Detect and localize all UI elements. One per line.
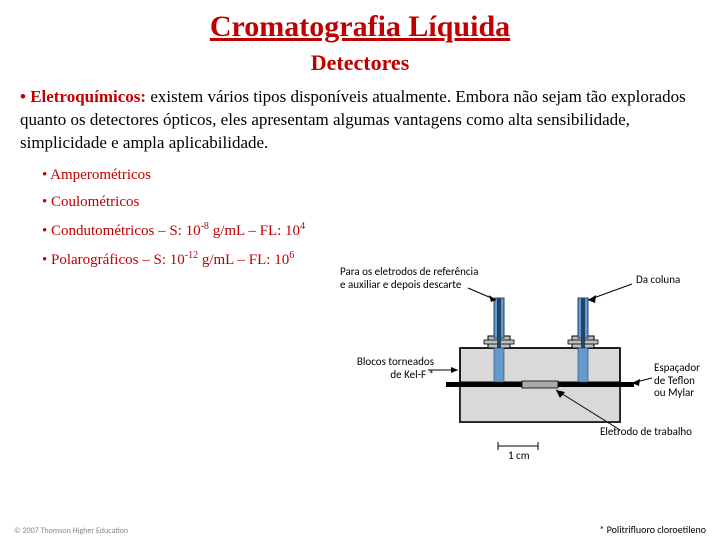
label-left: Blocos torneados de Kel-F *: [334, 356, 434, 381]
page-subtitle: Detectores: [20, 50, 700, 76]
working-electrode: [522, 381, 558, 388]
b2-sup1: -8: [201, 221, 209, 232]
arrow-left-head: [451, 367, 458, 373]
b2-mid: g/mL – FL: 10: [209, 223, 300, 239]
label-bottom: Eletrodo de trabalho: [600, 426, 692, 439]
b2-sup2: 4: [300, 221, 305, 232]
b3-sup1: -12: [185, 250, 198, 261]
label-top-right: Da coluna: [636, 274, 680, 287]
block-bottom: [460, 387, 620, 422]
label-scale: 1 cm: [508, 450, 530, 463]
b3-pre: • Polarográficos – S: 10: [42, 252, 185, 268]
lead-bullet: •: [20, 87, 30, 106]
b3-sup2: 6: [289, 250, 294, 261]
bullet-conductometric: • Condutométricos – S: 10-8 g/mL – FL: 1…: [42, 221, 700, 240]
intro-paragraph: • Eletroquímicos: existem vários tipos d…: [20, 86, 700, 155]
b2-pre: • Condutométricos – S: 10: [42, 223, 201, 239]
bullet-coulometric: • Coulométricos: [42, 194, 700, 211]
page-title: Cromatografia Líquida: [20, 10, 700, 44]
lead-term: Eletroquímicos:: [30, 87, 146, 106]
footnote: * Politrifluoro cloroetileno: [599, 523, 706, 536]
b3-mid: g/mL – FL: 10: [198, 252, 289, 268]
label-top-left: Para os eletrodos de referência e auxili…: [340, 266, 530, 291]
copyright: © 2007 Thomson Higher Education: [14, 526, 128, 536]
electrode-diagram: Para os eletrodos de referência e auxili…: [370, 270, 710, 510]
detector-types-list: • Amperométricos • Coulométricos • Condu…: [42, 167, 700, 269]
bullet-amperometric: • Amperométricos: [42, 167, 700, 184]
label-right: Espaçador de Teflon ou Mylar: [654, 362, 700, 400]
arrow-topright-head: [588, 295, 596, 303]
